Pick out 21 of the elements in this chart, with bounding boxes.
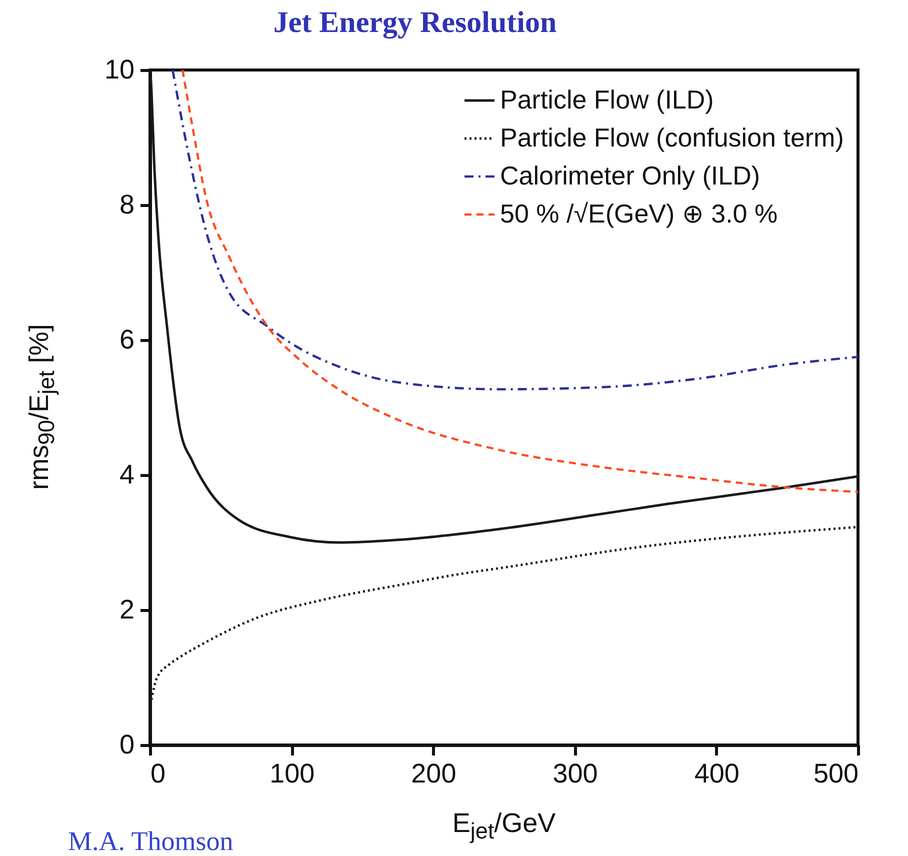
x-tick-label: 0 (150, 758, 166, 788)
legend-label: Particle Flow (confusion term) (500, 122, 844, 152)
x-tick-label: 300 (552, 758, 598, 788)
y-tick-label: 8 (119, 190, 134, 220)
y-tick-label: 6 (119, 324, 134, 354)
text: M.A. Thomson (68, 826, 234, 856)
y-tick-label: 0 (119, 730, 134, 760)
x-tick-label: 400 (694, 758, 740, 788)
line-series (172, 68, 860, 390)
x-axis-title: E$_{jet}$/GeV (452, 808, 556, 844)
legend-label: 50 % /√E(GeV) ⊕ 3.0 % (500, 198, 778, 228)
y-tick-label: 2 (119, 594, 134, 624)
legend-label: Particle Flow (ILD) (500, 84, 714, 114)
x-tick-label: 100 (270, 758, 315, 788)
chart-title: Jet Energy Resolution (273, 6, 557, 39)
x-tick-label: 500 (813, 758, 858, 788)
line-series (181, 68, 860, 493)
y-tick-label: 10 (104, 54, 134, 84)
y-tick-label: 4 (119, 460, 134, 490)
x-tick-label: 200 (411, 758, 456, 788)
legend-label: Calorimeter Only (ILD) (500, 160, 760, 190)
